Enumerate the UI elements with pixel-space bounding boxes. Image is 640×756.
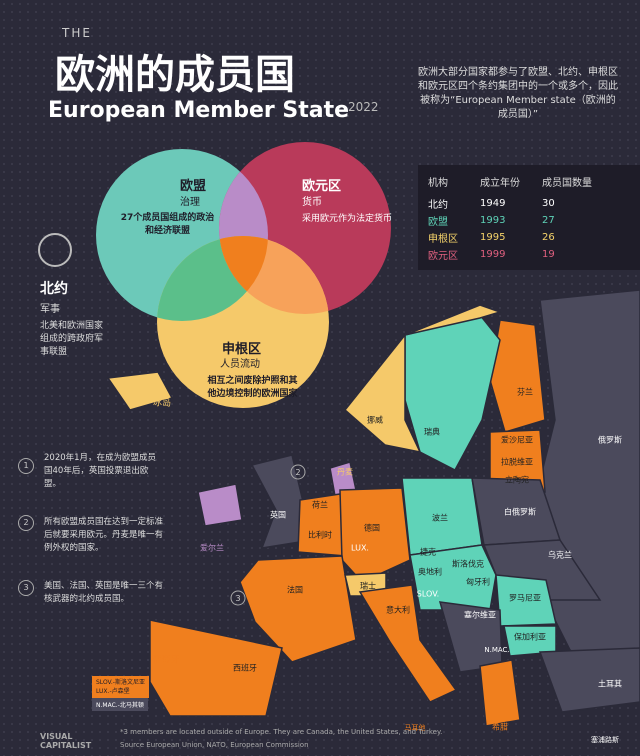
header-cell: 成立年份 [480, 178, 520, 189]
country-label: 匈牙利 [466, 577, 490, 587]
country-label: 土耳其 [598, 679, 622, 689]
note-number: 2 [18, 515, 34, 531]
table-row: 欧盟 1993 27 [418, 212, 604, 229]
marker: 3 [235, 594, 240, 603]
legend-item: SLOV.-斯洛文尼亚 [96, 679, 145, 686]
country-label: 塞浦路斯 [591, 735, 619, 744]
country-label: 保加利亚 [514, 632, 546, 642]
legend-item: N.MAC.-北马其顿 [92, 698, 148, 711]
venn-role: 人员流动 [220, 359, 260, 370]
table-cell: 1949 [480, 198, 506, 209]
venn-role: 治理 [180, 197, 200, 208]
country-label: 希腊 [492, 722, 508, 732]
country-label: 乌克兰 [548, 550, 572, 560]
country-label: 马耳他 [405, 723, 426, 732]
map [106, 289, 640, 727]
venn-role: 军事 [40, 304, 60, 315]
stats-table: 机构 成立年份 成员国数量北约 1949 30 欧盟 1993 27 申根区 1995 26 欧元区 1… [418, 165, 640, 270]
country-label: 白俄罗斯 [504, 507, 536, 517]
source: Source European Union, NATO, European Co… [120, 741, 309, 749]
country-label: 爱尔兰 [200, 543, 224, 553]
country-label: 斯洛伐克 [452, 559, 484, 569]
table-row: 北约 1949 30 [418, 195, 604, 212]
country-label: 瑞典 [424, 427, 440, 437]
table-cell: 欧元区 [428, 251, 458, 262]
country-label: 俄罗斯 [598, 435, 622, 445]
header-cell: 成员国数量 [542, 178, 592, 189]
legend-item: LUX.-卢森堡 [96, 688, 130, 695]
table-cell: 19 [542, 249, 555, 260]
table-cell: 30 [542, 198, 555, 209]
title: 欧洲的成员国 [55, 52, 295, 98]
country-label: 英国 [270, 510, 286, 520]
table-cell: 1995 [480, 232, 506, 243]
table-cell: 北约 [428, 200, 448, 211]
venn-desc: 27个成员国组成的政治和经济联盟 [120, 213, 215, 236]
country-label: 冰岛 [153, 397, 171, 409]
venn-name: 申根区 [222, 342, 262, 357]
note: 美国、法国、英国是唯一三个有核武器的北约成员国。 [44, 581, 164, 604]
country-label: 挪威 [367, 415, 383, 425]
table-cell: 欧盟 [428, 217, 448, 228]
country-label: 奥地利 [418, 567, 442, 577]
country-label: 波兰 [432, 513, 448, 523]
kicker: THE [62, 26, 92, 40]
table: 机构 成立年份 成员国数量北约 1949 30 欧盟 1993 27 申根区 1995 26 欧元区 1… [418, 173, 604, 263]
subtitle: European Member State [48, 98, 350, 123]
country-label: 爱沙尼亚 [501, 436, 533, 445]
venn-desc: 北美和欧洲国家组成的跨政府军事联盟 [40, 321, 104, 357]
note: 所有欧盟成员国在达到一定标准后就要采用欧元。丹麦是唯一有例外权的国家。 [44, 517, 164, 553]
country-label: 荷兰 [312, 500, 328, 510]
logo: VISUAL CAPITALIST [40, 732, 92, 750]
table-cell: 27 [542, 215, 555, 226]
country-label: 瑞士 [360, 581, 376, 591]
country-label: 罗马尼亚 [509, 594, 541, 603]
year: 2022 [348, 100, 379, 114]
map-labels: 冰岛 挪威 瑞典 芬兰 俄罗斯 爱沙尼亚 拉脱维亚 立陶宛 丹麦 荷兰 比利时 … [152, 387, 622, 745]
venn-name: 欧元区 [302, 179, 342, 194]
table-cell: 申根区 [428, 234, 458, 245]
note: 2020年1月，在成为欧盟成员国40年后，英国投票退出欧盟。 [44, 453, 157, 489]
table-cell: 26 [542, 232, 555, 243]
country-label: LUX. [351, 544, 369, 553]
venn-name: 欧盟 [180, 179, 207, 194]
header-cell: 机构 [428, 178, 448, 189]
table-row: 欧元区 1999 19 [418, 246, 604, 263]
country-label: 比利时 [308, 530, 332, 540]
country-label: 拉脱维亚 [501, 457, 533, 467]
country-label: 芬兰 [517, 387, 533, 397]
country-label: 法国 [287, 585, 303, 595]
country-label: 立陶宛 [505, 475, 529, 485]
country-label: 德国 [364, 523, 380, 533]
country-label: 西班牙 [233, 663, 257, 673]
venn [38, 142, 391, 408]
country-label: 塞尔维亚 [464, 610, 496, 620]
table-cell: 1999 [480, 249, 506, 260]
country-label: 葡萄牙 [152, 654, 179, 666]
footnote: *3 members are located outside of Europe… [120, 728, 443, 736]
venn-desc: 采用欧元作为法定货币 [302, 214, 393, 224]
country-label: 意大利 [386, 605, 410, 615]
note-number: 3 [18, 580, 34, 596]
venn-name: 北约 [40, 281, 68, 297]
country-label: 丹麦 [337, 467, 353, 477]
note-number: 1 [18, 458, 34, 474]
venn-role: 货币 [302, 197, 322, 208]
table-header: 机构 成立年份 成员国数量 [418, 173, 604, 195]
table-cell: 1993 [480, 215, 506, 226]
country-label: N.MAC. [484, 646, 509, 654]
country-label: 捷克 [420, 547, 436, 557]
intro: 欧洲大部分国家都参与了欧盟、北约、申根区和欧元区四个条约集团中的一个或多个，因此… [418, 67, 618, 120]
map-markers: 2 3 [230, 464, 306, 606]
marker: 2 [295, 468, 300, 477]
country-label: SLOV. [417, 590, 439, 599]
venn-desc: 相互之间废除护照和其他边境控制的欧洲国家 [207, 376, 298, 399]
table-row: 申根区 1995 26 [418, 229, 604, 246]
legend: SLOV.-斯洛文尼亚 LUX.-卢森堡 [92, 676, 149, 698]
